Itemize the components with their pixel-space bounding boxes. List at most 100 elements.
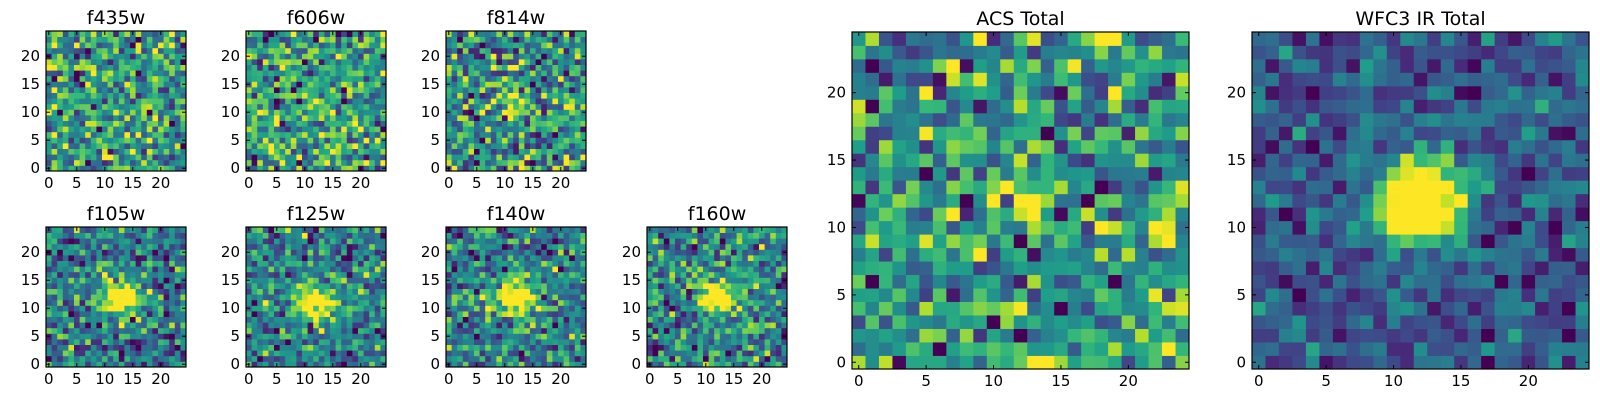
heatmap-cell	[335, 266, 342, 273]
heatmap-cell	[535, 81, 542, 88]
heatmap-cell	[313, 64, 320, 71]
heatmap-cell	[313, 299, 320, 306]
heatmap-cell	[502, 344, 508, 351]
heatmap-cell	[546, 98, 553, 105]
heatmap-cell	[770, 243, 777, 250]
heatmap-cell	[462, 36, 469, 43]
y-tick-label: 0	[230, 159, 240, 177]
heatmap-cell	[107, 70, 114, 77]
heatmap-cell	[1121, 247, 1136, 262]
heatmap-cell	[68, 131, 75, 138]
heatmap-cell	[647, 260, 653, 267]
heatmap-cell	[180, 299, 187, 306]
heatmap-cell	[658, 311, 665, 317]
heatmap-cell	[462, 260, 469, 267]
heatmap-cell	[546, 294, 553, 301]
heatmap-cell	[675, 255, 681, 261]
heatmap-cell	[330, 148, 336, 155]
heatmap-cell	[541, 232, 548, 239]
heatmap-cell	[753, 266, 760, 273]
heatmap-cell	[102, 103, 108, 110]
heatmap-cell	[102, 115, 108, 121]
heatmap-cell	[457, 255, 464, 261]
heatmap-cell	[535, 159, 542, 166]
heatmap-cell	[474, 109, 480, 116]
heatmap-cell	[468, 137, 475, 144]
heatmap-cell	[535, 311, 542, 317]
heatmap-cell	[135, 47, 142, 54]
heatmap-cell	[279, 109, 286, 116]
heatmap-cell	[959, 207, 974, 222]
heatmap-cell	[96, 126, 103, 133]
heatmap-cell	[518, 266, 525, 273]
heatmap-cell	[742, 339, 749, 345]
heatmap-cell	[1067, 234, 1082, 249]
heatmap-cell	[764, 249, 771, 256]
heatmap-cell	[296, 243, 303, 250]
heatmap-cell	[558, 159, 564, 166]
heatmap-cell	[552, 59, 559, 65]
heatmap-cell	[279, 350, 286, 357]
heatmap-cell	[479, 227, 486, 233]
heatmap-cell	[358, 333, 364, 340]
heatmap-cell	[479, 120, 486, 127]
heatmap-cell	[51, 243, 58, 250]
heatmap-cell	[680, 283, 687, 289]
heatmap-cell	[753, 243, 760, 250]
heatmap-cell	[691, 255, 698, 261]
heatmap-cell	[563, 350, 570, 357]
heatmap-cell	[574, 271, 581, 278]
heatmap-cell	[62, 322, 69, 329]
heatmap-cell	[686, 266, 693, 273]
heatmap-cell	[1081, 342, 1096, 356]
heatmap-cell	[546, 299, 553, 306]
heatmap-cell	[96, 131, 103, 138]
heatmap-cell	[563, 92, 570, 99]
heatmap-cell	[759, 266, 765, 273]
heatmap-cell	[747, 266, 754, 273]
heatmap-cell	[691, 283, 698, 289]
heatmap-cell	[262, 294, 269, 301]
heatmap-cell	[569, 255, 576, 261]
heatmap-cell	[285, 361, 292, 368]
plot-frame	[45, 30, 187, 172]
heatmap-cell	[1094, 315, 1109, 329]
heatmap-cell	[946, 261, 961, 276]
heatmap-cell	[279, 159, 286, 166]
heatmap-cell	[479, 299, 486, 306]
heatmap-cell	[257, 165, 264, 172]
heatmap-cell	[490, 283, 497, 289]
heatmap-cell	[346, 361, 353, 368]
heatmap-cell	[169, 154, 176, 161]
heatmap-cell	[68, 81, 75, 88]
heatmap-cell	[781, 355, 788, 362]
heatmap-cell	[124, 271, 131, 278]
heatmap-cell	[747, 361, 754, 368]
heatmap-cell	[352, 294, 359, 301]
heatmap-cell	[130, 316, 136, 323]
heatmap-cell	[363, 137, 370, 144]
heatmap-cell	[569, 260, 576, 267]
heatmap-cell	[146, 159, 153, 166]
heatmap-cell	[62, 81, 69, 88]
heatmap-cell	[714, 227, 721, 233]
heatmap-cell	[865, 247, 880, 262]
heatmap-cell	[62, 154, 69, 161]
heatmap-cell	[141, 120, 148, 127]
heatmap-cell	[124, 92, 131, 99]
heatmap-cell	[959, 166, 974, 181]
heatmap-cell	[57, 271, 64, 278]
heatmap-cell	[124, 115, 131, 121]
heatmap-cell	[352, 305, 359, 312]
heatmap-cell	[1108, 274, 1122, 289]
heatmap-cell	[462, 339, 469, 345]
heatmap-cell	[290, 36, 297, 43]
heatmap-cell	[518, 131, 525, 138]
heatmap-cell	[57, 238, 64, 245]
heatmap-cell	[279, 227, 286, 233]
heatmap-cell	[268, 294, 275, 301]
heatmap-cell	[174, 227, 181, 233]
heatmap-cell	[451, 103, 458, 110]
heatmap-cell	[552, 154, 559, 161]
heatmap-cell	[496, 81, 503, 88]
